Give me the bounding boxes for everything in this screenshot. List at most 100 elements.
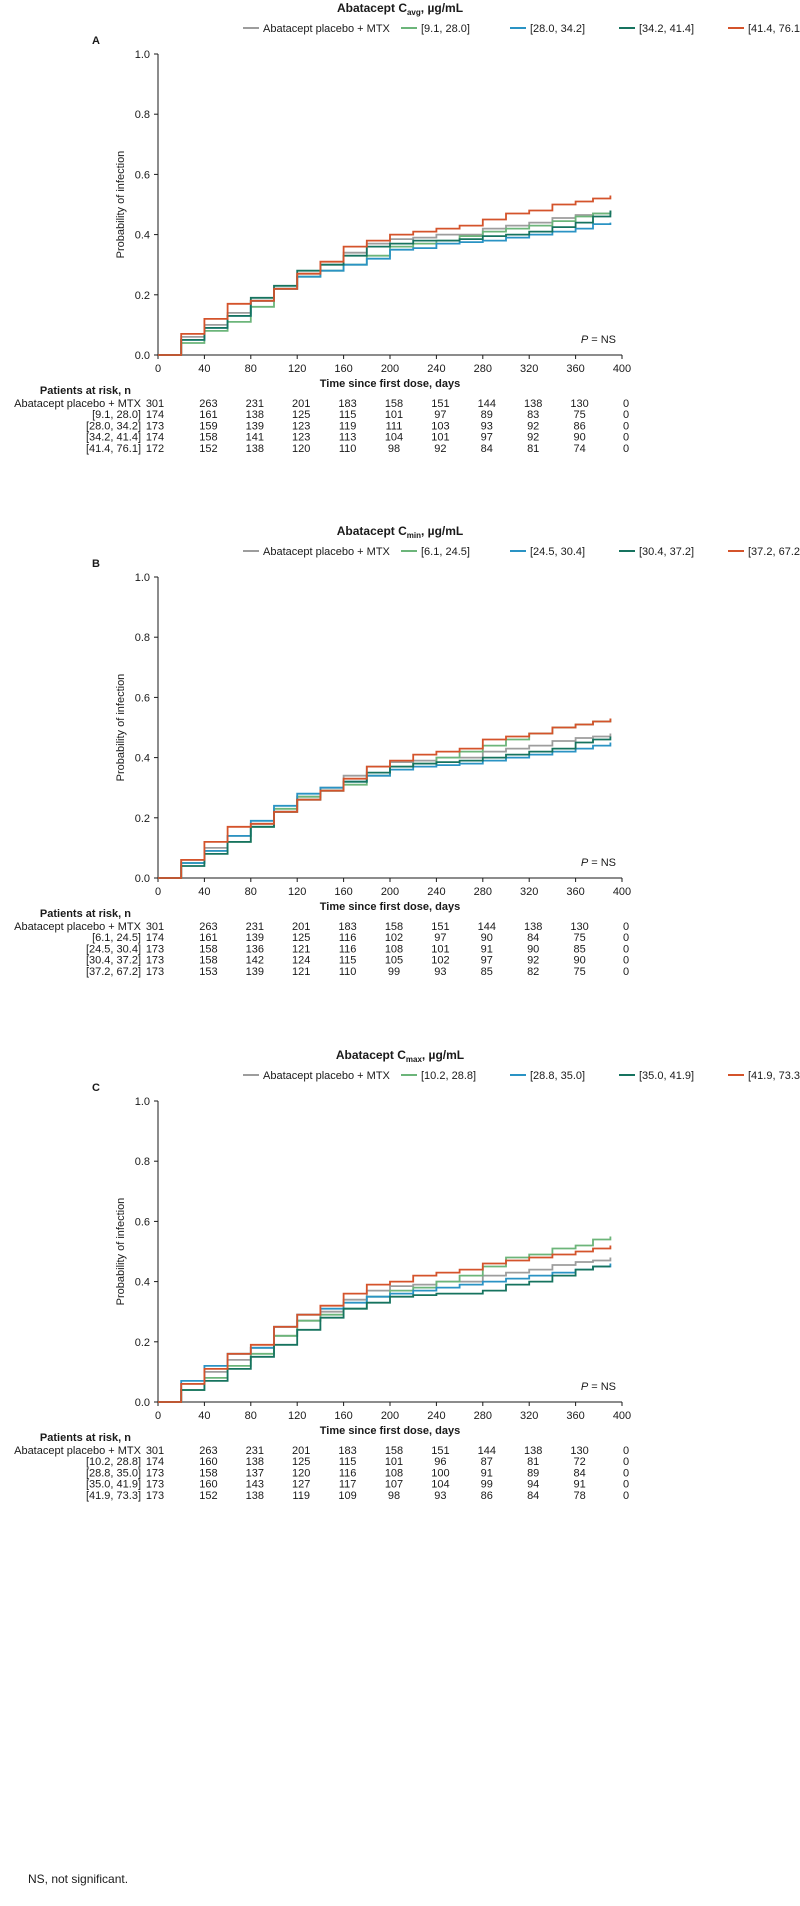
risk-cell: 173 xyxy=(146,420,164,432)
risk-cell: 81 xyxy=(527,443,539,455)
risk-cell: 107 xyxy=(385,1479,403,1491)
risk-cell: 100 xyxy=(431,1467,449,1479)
risk-cell: 97 xyxy=(481,955,493,967)
risk-cell: 93 xyxy=(481,420,493,432)
risk-cell: 201 xyxy=(292,921,310,933)
risk-row-label: Abatacept placebo + MTX xyxy=(14,921,142,933)
risk-cell: 97 xyxy=(434,932,446,944)
risk-row-label: [41.4, 76.1] xyxy=(86,443,141,455)
risk-cell: 130 xyxy=(570,398,588,410)
risk-cell: 0 xyxy=(623,1445,629,1457)
y-tick-label: 1.0 xyxy=(135,49,150,61)
risk-cell: 183 xyxy=(338,921,356,933)
risk-cell: 97 xyxy=(434,409,446,421)
risk-cell: 84 xyxy=(481,443,493,455)
risk-cell: 138 xyxy=(246,1456,264,1468)
risk-cell: 231 xyxy=(246,1445,264,1457)
x-tick-label: 80 xyxy=(245,886,257,898)
risk-cell: 125 xyxy=(292,1456,310,1468)
risk-row-label: [28.8, 35.0] xyxy=(86,1467,141,1479)
series-line-2 xyxy=(158,1236,612,1403)
risk-cell: 142 xyxy=(246,955,264,967)
x-tick-label: 160 xyxy=(334,886,352,898)
risk-cell: 104 xyxy=(385,432,403,444)
risk-cell: 141 xyxy=(246,432,264,444)
series-line-5 xyxy=(158,195,612,356)
legend-title: Abatacept Cmin, µg/mL xyxy=(337,524,464,540)
risk-cell: 301 xyxy=(146,921,164,933)
risk-cell: 161 xyxy=(199,409,217,421)
risk-cell: 89 xyxy=(481,409,493,421)
x-tick-label: 280 xyxy=(474,1410,492,1422)
y-axis-label: Probability of infection xyxy=(115,674,127,782)
y-tick-label: 0.6 xyxy=(135,169,150,181)
risk-cell: 174 xyxy=(146,932,164,944)
series-line-3 xyxy=(158,742,612,879)
risk-cell: 115 xyxy=(339,955,357,967)
risk-cell: 0 xyxy=(623,1456,629,1468)
x-axis-label: Time since first dose, days xyxy=(320,1425,460,1437)
risk-cell: 90 xyxy=(481,932,493,944)
risk-cell: 93 xyxy=(434,966,446,978)
risk-cell: 158 xyxy=(385,398,403,410)
y-axis-label: Probability of infection xyxy=(115,1198,127,1306)
risk-cell: 81 xyxy=(527,1456,539,1468)
risk-cell: 161 xyxy=(199,932,217,944)
legend-label-4: [34.2, 41.4] xyxy=(639,23,694,35)
risk-row-label: Abatacept placebo + MTX xyxy=(14,1445,142,1457)
series-line-4 xyxy=(158,210,612,356)
x-axis-label: Time since first dose, days xyxy=(320,901,460,913)
y-tick-label: 0.6 xyxy=(135,1216,150,1228)
risk-row-label: [24.5, 30.4] xyxy=(86,943,141,955)
risk-cell: 231 xyxy=(246,398,264,410)
x-tick-label: 240 xyxy=(427,1410,445,1422)
risk-cell: 151 xyxy=(431,1445,449,1457)
risk-cell: 158 xyxy=(199,955,217,967)
risk-row-label: [9.1, 28.0] xyxy=(92,409,141,421)
risk-cell: 115 xyxy=(339,1456,357,1468)
legend-label-2: [6.1, 24.5] xyxy=(421,546,470,558)
x-tick-label: 200 xyxy=(381,1410,399,1422)
series-line-4 xyxy=(158,736,612,879)
risk-cell: 105 xyxy=(385,955,403,967)
y-tick-label: 0.2 xyxy=(135,1337,150,1349)
risk-cell: 301 xyxy=(146,1445,164,1457)
risk-cell: 0 xyxy=(623,943,629,955)
risk-cell: 99 xyxy=(388,966,400,978)
legend-label-1: Abatacept placebo + MTX xyxy=(263,546,391,558)
series-line-5 xyxy=(158,718,612,879)
x-tick-label: 400 xyxy=(613,363,631,375)
risk-row-label: Abatacept placebo + MTX xyxy=(14,398,142,410)
legend-label-3: [24.5, 30.4] xyxy=(530,546,585,558)
x-axis-label: Time since first dose, days xyxy=(320,378,460,390)
risk-cell: 72 xyxy=(573,1456,585,1468)
risk-cell: 125 xyxy=(292,409,310,421)
risk-cell: 183 xyxy=(338,1445,356,1457)
risk-cell: 108 xyxy=(385,943,403,955)
y-tick-label: 0.4 xyxy=(135,753,150,765)
risk-cell: 173 xyxy=(146,1479,164,1491)
risk-cell: 136 xyxy=(246,943,264,955)
risk-cell: 92 xyxy=(527,955,539,967)
x-tick-label: 320 xyxy=(520,363,538,375)
risk-cell: 144 xyxy=(478,1445,496,1457)
risk-cell: 0 xyxy=(623,955,629,967)
p-value-annotation: P = NS xyxy=(581,857,616,869)
risk-cell: 109 xyxy=(338,1490,356,1502)
risk-cell: 0 xyxy=(623,420,629,432)
legend-label-5: [41.9, 73.3] xyxy=(748,1070,800,1082)
risk-cell: 120 xyxy=(292,443,310,455)
risk-cell: 116 xyxy=(339,1467,357,1479)
legend-label-1: Abatacept placebo + MTX xyxy=(263,23,391,35)
legend-title: Abatacept Cmax, µg/mL xyxy=(336,1048,464,1064)
risk-cell: 151 xyxy=(431,398,449,410)
risk-cell: 90 xyxy=(573,955,585,967)
risk-cell: 116 xyxy=(339,943,357,955)
risk-cell: 137 xyxy=(246,1467,264,1479)
risk-cell: 139 xyxy=(246,932,264,944)
risk-cell: 160 xyxy=(199,1456,217,1468)
risk-cell: 0 xyxy=(623,1467,629,1479)
legend-title: Abatacept Cavg, µg/mL xyxy=(337,1,463,17)
risk-cell: 0 xyxy=(623,932,629,944)
risk-cell: 0 xyxy=(623,1479,629,1491)
